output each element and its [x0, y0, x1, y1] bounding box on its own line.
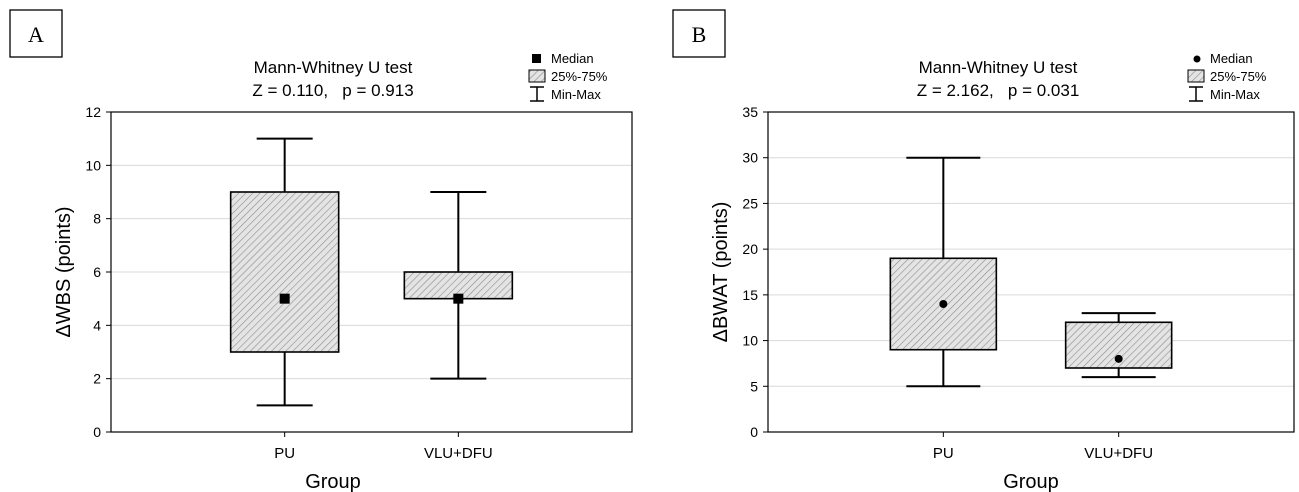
- legend-median-marker: [532, 54, 541, 63]
- y-tick-label: 4: [93, 317, 101, 333]
- legend-box-swatch: [1187, 69, 1205, 83]
- y-tick-label: 30: [742, 150, 758, 166]
- median-marker: [939, 300, 948, 308]
- boxes: [229, 137, 514, 407]
- legend: Median 25%-75% Min-Max: [528, 51, 608, 102]
- x-axis-label: Group: [305, 471, 361, 492]
- legend-median-marker: [1193, 55, 1201, 63]
- chart-subtitle: Z = 0.110, p = 0.913: [252, 81, 413, 100]
- plot-frame: [767, 111, 1295, 433]
- y-tick-label: 0: [93, 424, 101, 440]
- y-tick-label: 10: [85, 157, 101, 173]
- legend-whisker-glyph: [530, 86, 544, 102]
- y-tick-label: 8: [93, 211, 101, 227]
- grid-lines: [111, 164, 632, 380]
- x-axis: PU VLU+DFU: [274, 432, 493, 462]
- chart-subtitle: Z = 2.162, p = 0.031: [917, 81, 1080, 100]
- grid-lines: [768, 157, 1294, 387]
- y-tick-label: 10: [742, 333, 758, 349]
- panel-label-box: [9, 9, 63, 58]
- y-tick-label: 25: [742, 195, 758, 211]
- median-marker: [1114, 354, 1123, 363]
- y-axis-label: ΔBWAT (points): [710, 202, 732, 343]
- x-tick-label: PU: [933, 445, 954, 462]
- y-tick-label: 35: [742, 104, 758, 120]
- y-axis: 0 2 4 6 8 10 12: [85, 104, 111, 440]
- panel-b: B Mann-Whitney U test Z = 2.162, p = 0.0…: [672, 9, 1295, 492]
- legend-whisker-label: Min-Max: [551, 87, 601, 102]
- chart-title: Mann-Whitney U test: [919, 58, 1078, 77]
- legend-box-swatch: [528, 69, 546, 83]
- legend-median-label: Median: [551, 51, 594, 66]
- chart-title: Mann-Whitney U test: [254, 58, 413, 77]
- y-tick-label: 20: [742, 241, 758, 257]
- y-tick-label: 15: [742, 287, 758, 303]
- y-tick-label: 0: [750, 424, 758, 440]
- y-tick-label: 6: [93, 264, 101, 280]
- x-axis-label: Group: [1003, 471, 1059, 492]
- x-tick-label: PU: [274, 445, 295, 462]
- legend-whisker-label: Min-Max: [1210, 87, 1260, 102]
- x-tick-label: VLU+DFU: [424, 445, 493, 462]
- y-tick-label: 12: [85, 104, 101, 120]
- iqr-box: [229, 191, 340, 353]
- y-axis-label: ΔWBS (points): [53, 206, 75, 337]
- legend-box-label: 25%-75%: [551, 69, 608, 84]
- median-marker: [279, 293, 290, 304]
- x-axis: PU VLU+DFU: [933, 432, 1153, 462]
- median-marker: [453, 293, 464, 304]
- legend-box-label: 25%-75%: [1210, 69, 1267, 84]
- legend: Median 25%-75% Min-Max: [1187, 51, 1267, 102]
- x-tick-label: VLU+DFU: [1084, 445, 1153, 462]
- legend-median-label: Median: [1210, 51, 1253, 66]
- panel-label: A: [28, 22, 44, 47]
- y-axis: 0 5 10 15 20 25 30 35: [742, 104, 768, 440]
- y-tick-label: 2: [93, 371, 101, 387]
- panel-label: B: [692, 22, 707, 47]
- boxes: [889, 156, 1173, 388]
- panel-label-box: [672, 9, 726, 58]
- y-tick-label: 5: [750, 378, 758, 394]
- legend-whisker-glyph: [1189, 86, 1203, 102]
- panel-a: A Mann-Whitney U test Z = 0.110, p = 0.9…: [9, 9, 633, 492]
